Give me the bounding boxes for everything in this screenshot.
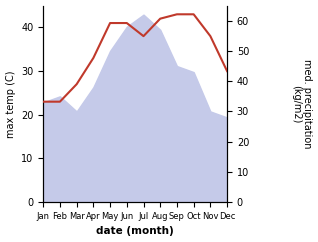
Y-axis label: med. precipitation
(kg/m2): med. precipitation (kg/m2) [291, 59, 313, 149]
Y-axis label: max temp (C): max temp (C) [5, 70, 16, 138]
X-axis label: date (month): date (month) [96, 227, 174, 236]
